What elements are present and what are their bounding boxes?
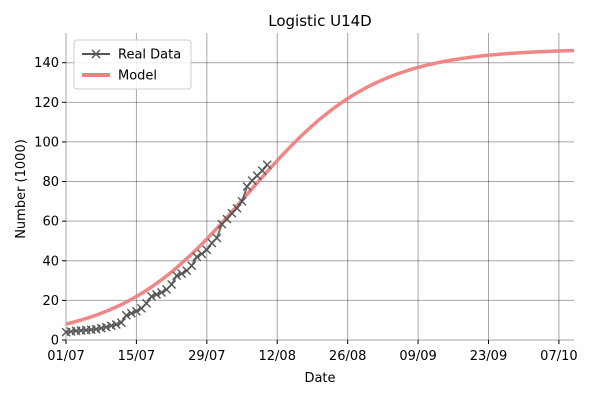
- y-tick-label: 140: [34, 56, 59, 71]
- axis-labels: Logistic U14D Date Number (1000): [14, 12, 372, 386]
- real-data-point: [237, 196, 247, 206]
- real-data-line: [65, 164, 268, 334]
- real-data-point: [111, 320, 121, 330]
- real-data-point: [177, 269, 187, 279]
- real-data-point: [131, 306, 141, 316]
- real-data-point: [212, 233, 222, 243]
- y-tick-label: 100: [34, 135, 59, 150]
- y-tick-label: 80: [42, 175, 59, 190]
- real-data-point: [141, 298, 151, 308]
- plot-area: [61, 48, 575, 337]
- model-line: [65, 48, 575, 326]
- x-tick-label: 07/10: [540, 349, 577, 364]
- legend-model-label: Model: [118, 69, 157, 84]
- real-data-point: [121, 310, 131, 320]
- real-data-point: [202, 245, 212, 255]
- y-tick-label: 0: [51, 334, 59, 349]
- axes: 0 20 40 60 80 100 120 140 01/07 15/07 29/07 12/08 26…: [34, 56, 577, 364]
- x-tick-label: 23/09: [470, 349, 507, 364]
- legend: Real Data Model: [73, 39, 192, 90]
- x-axis-title: Date: [304, 371, 335, 386]
- legend-item-real-data: Real Data: [82, 48, 181, 63]
- real-data-point: [232, 203, 242, 213]
- real-data-point: [262, 160, 272, 170]
- real-data-point: [192, 252, 202, 262]
- real-data-point: [167, 280, 177, 290]
- x-tick-label: 29/07: [188, 349, 225, 364]
- chart-title: Logistic U14D: [268, 12, 371, 30]
- real-data-point: [197, 249, 207, 259]
- x-tick-label: 26/08: [329, 349, 366, 364]
- x-tick-label: 09/09: [399, 349, 436, 364]
- x-tick-label: 12/08: [259, 349, 296, 364]
- real-data-point: [126, 308, 136, 318]
- real-data-point: [101, 322, 111, 332]
- grid-lines: [65, 33, 574, 341]
- y-tick-label: 40: [42, 254, 59, 269]
- real-data-point: [172, 271, 182, 281]
- y-tick-label: 20: [42, 294, 59, 309]
- real-data-point: [187, 261, 197, 271]
- real-data-point: [116, 318, 126, 328]
- real-data-point: [147, 291, 156, 301]
- y-tick-label: 60: [42, 215, 59, 230]
- real-data-point: [152, 289, 162, 299]
- legend-real-data-marker: [91, 49, 101, 59]
- real-data-point: [157, 287, 167, 297]
- x-tick-label: 15/07: [118, 349, 155, 364]
- y-axis-title: Number (1000): [14, 139, 29, 239]
- legend-real-data-label: Real Data: [118, 48, 181, 63]
- x-tick-label: 01/07: [47, 349, 84, 364]
- legend-item-model: Model: [82, 69, 157, 84]
- y-tick-label: 120: [34, 96, 59, 111]
